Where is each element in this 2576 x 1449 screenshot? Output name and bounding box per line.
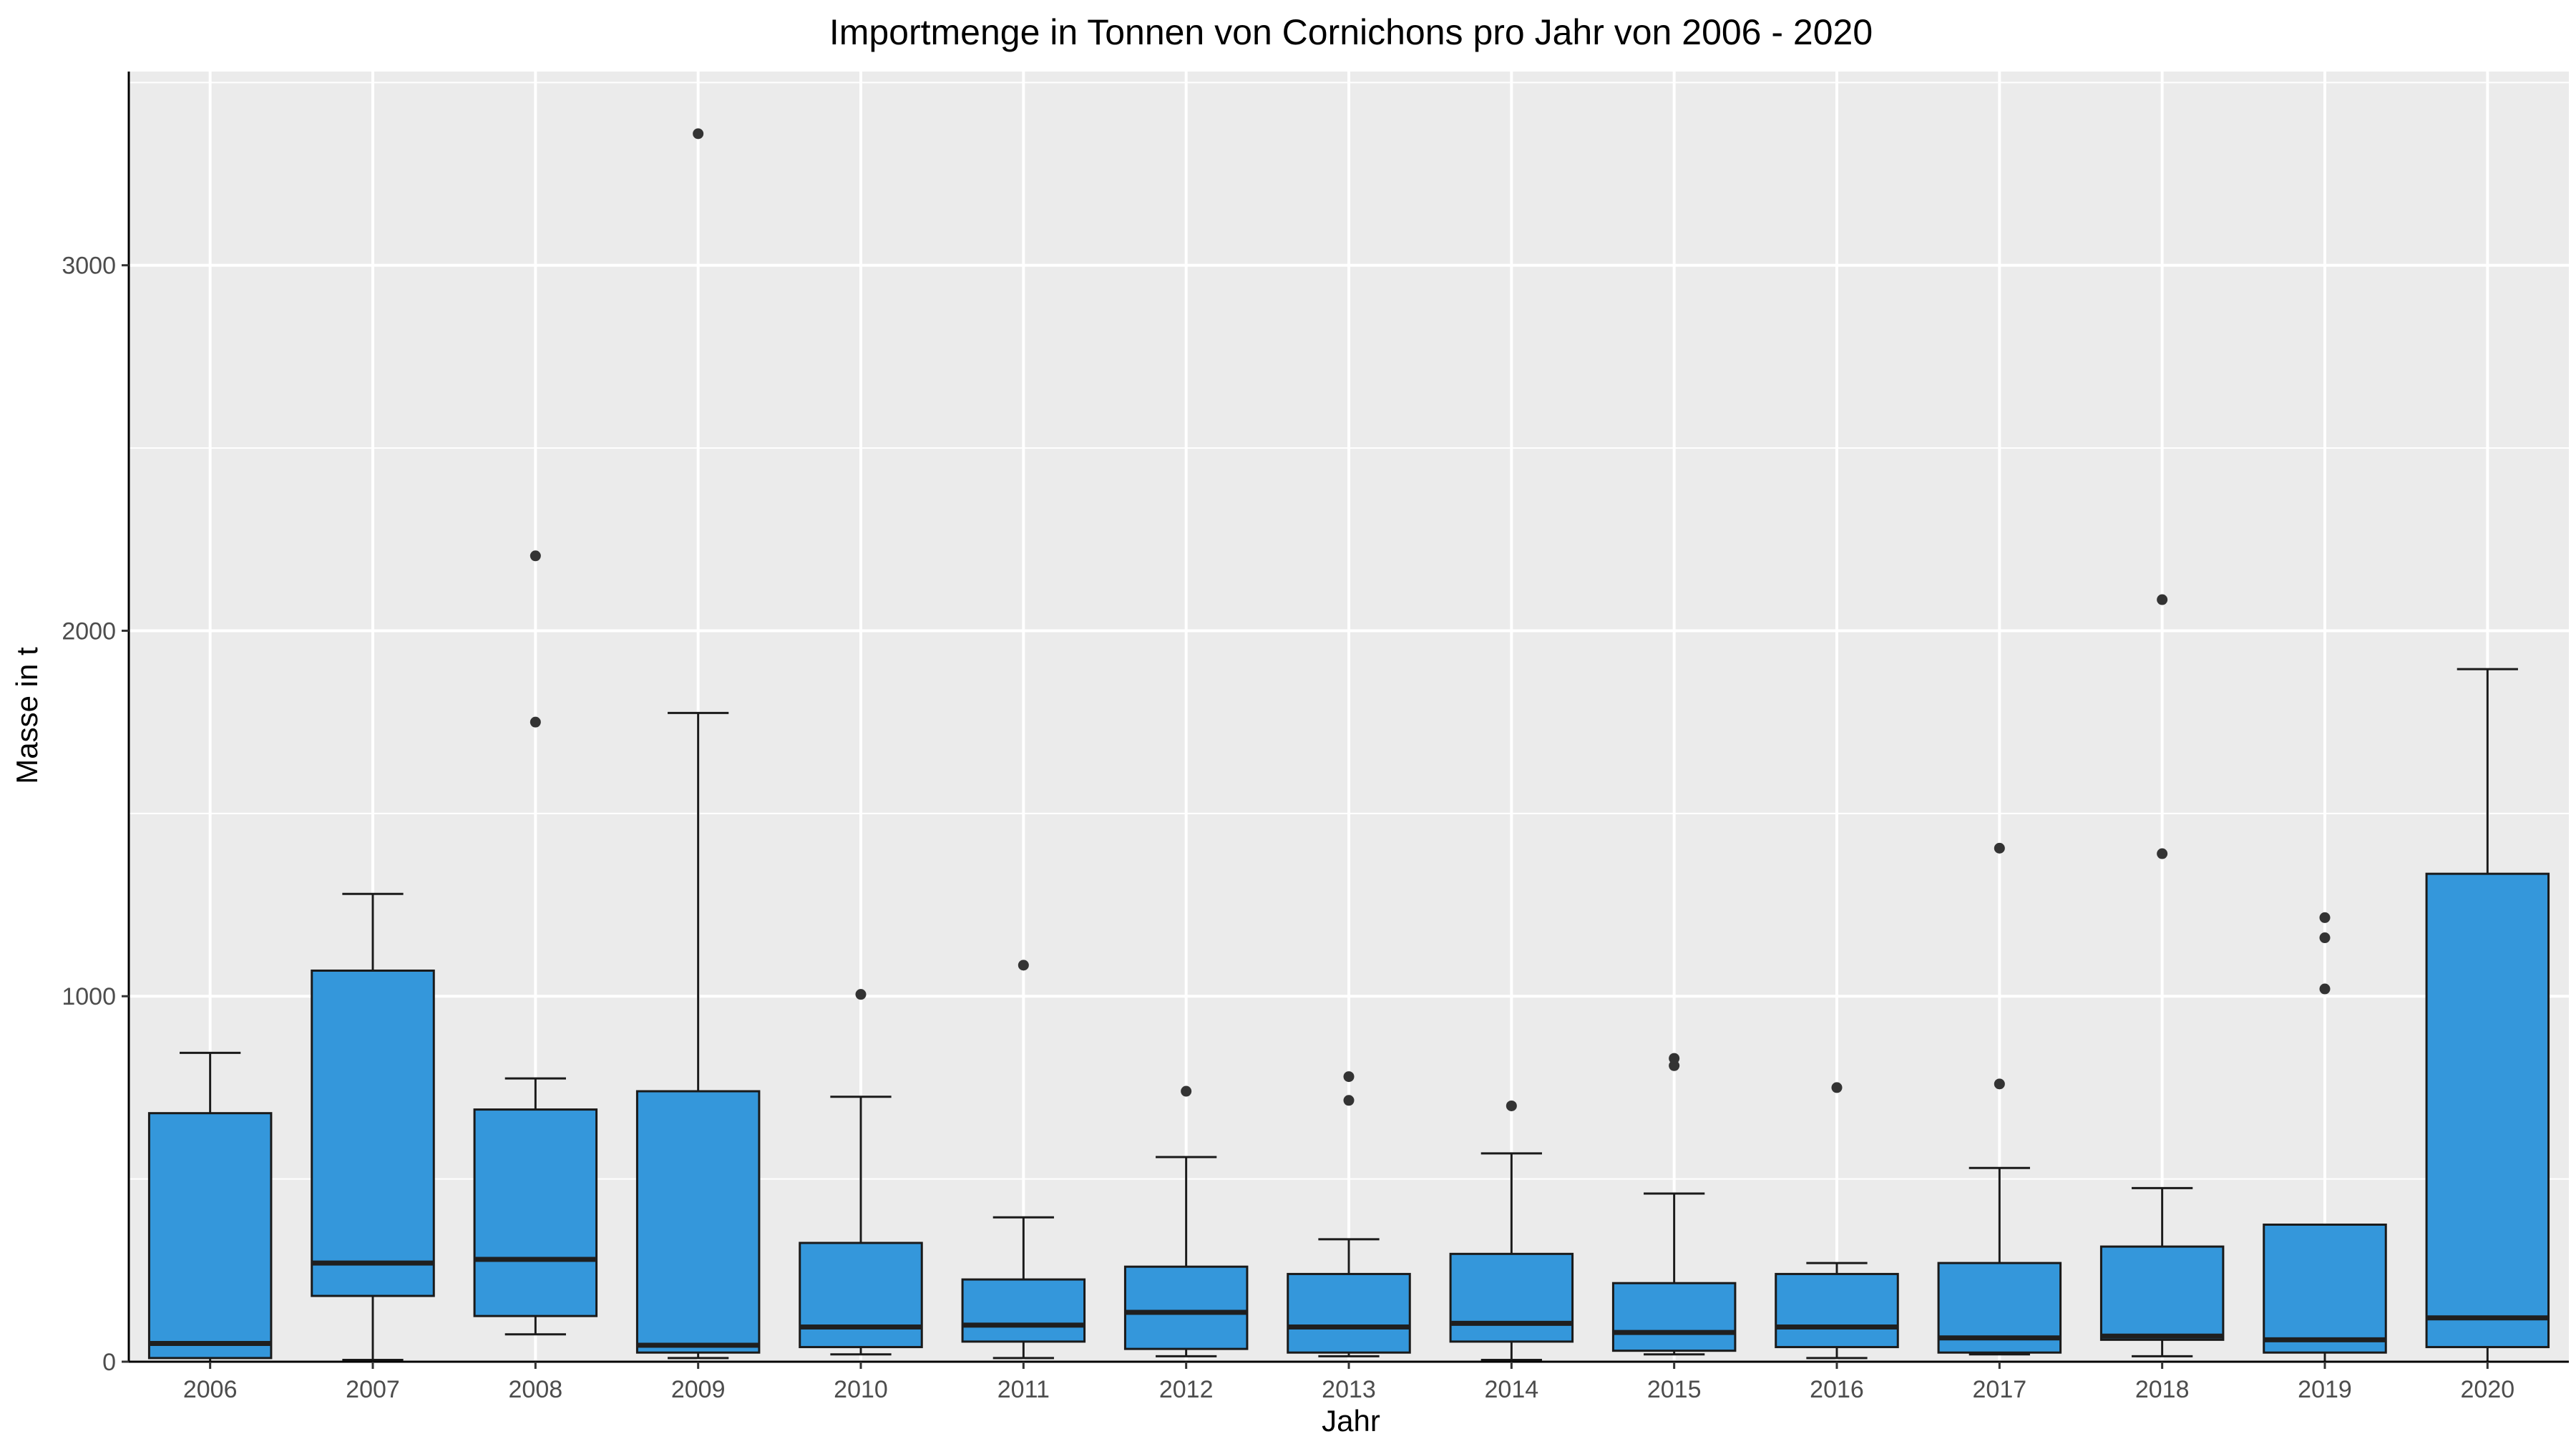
- x-tick-label: 2007: [346, 1376, 400, 1403]
- x-tick-label: 2016: [1810, 1376, 1864, 1403]
- outlier-point: [1994, 842, 2005, 854]
- y-axis-ticks: 0 1000 2000 3000: [62, 253, 129, 1376]
- x-tick-label: 2020: [2461, 1376, 2515, 1403]
- x-axis-title: Jahr: [1322, 1404, 1380, 1438]
- outlier-point: [2319, 983, 2331, 995]
- box-iqr: [1775, 1272, 1899, 1349]
- y-tick-label: 0: [102, 1349, 116, 1376]
- outlier-point: [1506, 1100, 1517, 1111]
- box-2017: [1937, 842, 2062, 1356]
- outlier-point: [1018, 960, 1029, 971]
- box-2006: [147, 1051, 273, 1363]
- x-tick-label: 2013: [1322, 1376, 1376, 1403]
- box-2014: [1449, 1100, 1574, 1361]
- outlier-point: [1994, 1078, 2005, 1090]
- box-2013: [1287, 1071, 1411, 1357]
- x-axis-ticks: 2006 2007 2008 2009 2010 2011 2012 2013 2014 2015…: [183, 1362, 2514, 1403]
- outlier-point: [2319, 912, 2331, 923]
- box-2011: [961, 960, 1086, 1360]
- box-iqr: [311, 969, 435, 1297]
- outlier-point: [1181, 1085, 1192, 1097]
- box-2019: [2263, 912, 2387, 1363]
- box-2020: [2425, 668, 2550, 1363]
- x-tick-label: 2011: [997, 1376, 1050, 1403]
- box-2012: [1123, 1085, 1249, 1357]
- box-2018: [2099, 594, 2225, 1357]
- box-iqr: [2099, 1245, 2225, 1341]
- box-iqr: [473, 1108, 598, 1317]
- box-2015: [1611, 1053, 1737, 1356]
- x-tick-label: 2018: [2135, 1376, 2190, 1403]
- box-iqr: [1123, 1265, 1249, 1350]
- box-2009: [635, 128, 761, 1360]
- box-iqr: [1449, 1252, 1574, 1343]
- x-tick-label: 2014: [1485, 1376, 1539, 1403]
- box-iqr: [961, 1278, 1086, 1343]
- box-iqr: [799, 1241, 923, 1349]
- outlier-point: [1831, 1082, 1843, 1093]
- box-iqr: [2263, 1223, 2387, 1354]
- box-2008: [473, 550, 598, 1336]
- x-tick-label: 2012: [1159, 1376, 1214, 1403]
- box-iqr: [1287, 1272, 1411, 1354]
- y-tick-label: 1000: [62, 983, 116, 1010]
- x-tick-label: 2006: [183, 1376, 238, 1403]
- boxes-layer: [147, 128, 2550, 1363]
- y-axis-title: Masse in t: [10, 647, 44, 784]
- x-tick-label: 2015: [1647, 1376, 1702, 1403]
- x-tick-label: 2019: [2298, 1376, 2352, 1403]
- outlier-point: [1343, 1095, 1355, 1106]
- x-tick-label: 2008: [509, 1376, 563, 1403]
- x-tick-label: 2009: [671, 1376, 726, 1403]
- outlier-point: [693, 128, 704, 140]
- box-iqr: [1611, 1282, 1737, 1352]
- box-iqr: [2425, 872, 2550, 1349]
- y-tick-label: 2000: [62, 618, 116, 645]
- box-iqr: [635, 1090, 761, 1354]
- outlier-point: [530, 716, 541, 728]
- box-2010: [799, 989, 923, 1356]
- outlier-point: [1343, 1071, 1355, 1083]
- chart-title: Importmenge in Tonnen von Cornichons pro…: [829, 12, 1873, 52]
- box-2016: [1775, 1082, 1899, 1360]
- outlier-point: [530, 550, 541, 562]
- x-tick-label: 2017: [1973, 1376, 2027, 1403]
- y-tick-label: 3000: [62, 253, 116, 280]
- box-2007: [311, 892, 435, 1361]
- outlier-point: [1669, 1053, 1680, 1064]
- outlier-point: [855, 989, 867, 1000]
- outlier-point: [2319, 932, 2331, 944]
- outlier-point: [2157, 848, 2168, 859]
- box-iqr: [147, 1112, 273, 1360]
- outlier-point: [2157, 594, 2168, 605]
- x-tick-label: 2010: [834, 1376, 888, 1403]
